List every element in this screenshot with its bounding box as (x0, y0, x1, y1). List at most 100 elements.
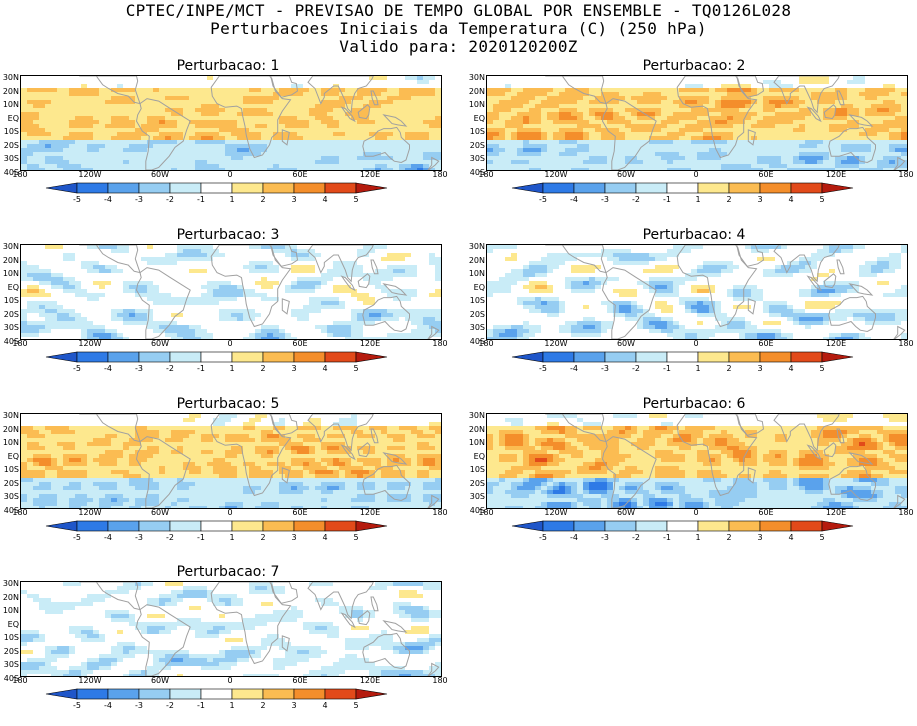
colorbar-label: 5 (346, 364, 366, 373)
latitude-label: EQ (0, 115, 19, 123)
latitude-label: 10N (466, 270, 485, 278)
longitude-label: 180 (420, 676, 460, 685)
longitude-label: 0 (210, 170, 250, 179)
colorbar-label: 4 (315, 364, 335, 373)
colorbar-swatch (698, 352, 729, 362)
colorbar-label: 2 (253, 195, 273, 204)
colorbar-swatch (77, 521, 108, 531)
latitude-label: 10N (466, 439, 485, 447)
colorbar-swatch (667, 521, 698, 531)
colorbar-swatch (294, 689, 325, 699)
colorbar-swatch (139, 352, 170, 362)
longitude-label: 120E (350, 339, 390, 348)
latitude-label: 30S (466, 493, 485, 501)
colorbar-swatch (232, 183, 263, 193)
colorbar-label: 4 (781, 364, 801, 373)
colorbar-label: -1 (191, 195, 211, 204)
panel-title: Perturbacao: 6 (466, 396, 917, 412)
panel-title: Perturbacao: 3 (0, 227, 456, 243)
colorbar-swatch (636, 183, 667, 193)
colorbar-label: 3 (750, 364, 770, 373)
colorbar-label: 2 (719, 364, 739, 373)
colorbar-swatch (543, 183, 574, 193)
colorbar-swatch (325, 689, 356, 699)
latitude-label: 20N (466, 426, 485, 434)
colorbar-swatch (232, 521, 263, 531)
colorbar-swatch (574, 352, 605, 362)
colorbar-swatch (77, 183, 108, 193)
latitude-label: EQ (0, 621, 19, 629)
longitude-label: 180 (466, 170, 506, 179)
colorbar-swatch (294, 352, 325, 362)
latitude-label: 20S (466, 311, 485, 319)
colorbar-swatch (729, 183, 760, 193)
colorbar-label: 1 (688, 364, 708, 373)
colorbar-swatch (170, 183, 201, 193)
longitude-label: 60E (746, 339, 786, 348)
latitude-label: 10N (0, 101, 19, 109)
colorbar-swatch (46, 183, 77, 193)
colorbar-swatch (294, 183, 325, 193)
colorbar-swatch (201, 689, 232, 699)
colorbar-label: -3 (129, 533, 149, 542)
colorbar-label: 2 (719, 195, 739, 204)
perturbation-field (21, 76, 441, 170)
longitude-label: 180 (420, 508, 460, 517)
longitude-label: 180 (466, 508, 506, 517)
colorbar (44, 351, 390, 363)
colorbar (44, 182, 390, 194)
temperature-map (20, 244, 442, 340)
latitude-label: 20N (0, 594, 19, 602)
longitude-label: 120W (70, 508, 110, 517)
colorbar-swatch (667, 352, 698, 362)
colorbar-label: -1 (657, 364, 677, 373)
latitude-label: 10S (466, 128, 485, 136)
longitude-label: 120E (350, 508, 390, 517)
colorbar-swatch (605, 352, 636, 362)
latitude-label: 20S (0, 311, 19, 319)
colorbar (510, 520, 856, 532)
perturbation-field (487, 414, 907, 508)
colorbar-swatch (729, 352, 760, 362)
header-variable: Perturbacoes Iniciais da Temperatura (C)… (0, 19, 917, 38)
colorbar-swatch (170, 689, 201, 699)
colorbar-swatch (636, 352, 667, 362)
header-valid-date: Valido para: 2020120200Z (0, 37, 917, 56)
colorbar-label: -4 (98, 533, 118, 542)
latitude-label: 10S (0, 634, 19, 642)
longitude-label: 0 (210, 339, 250, 348)
longitude-label: 180 (420, 339, 460, 348)
colorbar-swatch (698, 521, 729, 531)
latitude-label: 30S (0, 324, 19, 332)
longitude-label: 180 (886, 339, 917, 348)
panel-title: Perturbacao: 4 (466, 227, 917, 243)
colorbar-label: -1 (657, 195, 677, 204)
colorbar-label: 5 (346, 195, 366, 204)
colorbar-label: -1 (191, 533, 211, 542)
colorbar-label: -3 (595, 364, 615, 373)
colorbar-swatch (77, 689, 108, 699)
colorbar-swatch (108, 689, 139, 699)
colorbar-label: -4 (564, 195, 584, 204)
colorbar-swatch (325, 352, 356, 362)
colorbar-swatch (77, 352, 108, 362)
longitude-label: 60W (606, 508, 646, 517)
longitude-label: 60E (746, 508, 786, 517)
latitude-label: 20S (0, 480, 19, 488)
longitude-label: 180 (0, 170, 40, 179)
latitude-label: 20N (0, 88, 19, 96)
colorbar (44, 688, 390, 700)
perturbation-field (21, 414, 441, 508)
longitude-label: 120E (816, 339, 856, 348)
longitude-label: 60W (606, 170, 646, 179)
colorbar-label: 5 (812, 364, 832, 373)
colorbar-label: 1 (222, 701, 242, 710)
colorbar-label: -4 (98, 364, 118, 373)
colorbar (510, 351, 856, 363)
panel-title: Perturbacao: 2 (466, 58, 917, 74)
